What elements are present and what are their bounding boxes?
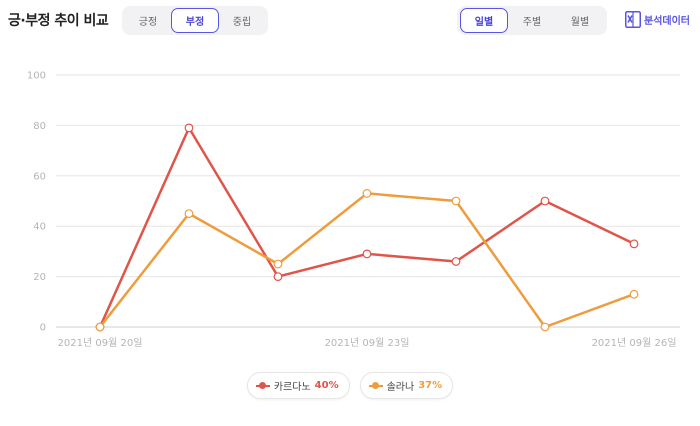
data-point bbox=[629, 239, 639, 249]
tab-daily[interactable]: 일별 bbox=[460, 8, 508, 33]
data-point bbox=[362, 189, 372, 198]
tab-positive[interactable]: 긍정 bbox=[138, 17, 158, 28]
legend-marker-icon bbox=[255, 382, 270, 390]
export-data-label: 분석데이터 bbox=[644, 16, 690, 27]
legend-label: 카르다노 bbox=[273, 382, 311, 393]
data-point bbox=[362, 249, 372, 259]
data-point bbox=[273, 259, 283, 269]
data-point bbox=[629, 289, 639, 299]
tab-monthly[interactable]: 월별 bbox=[570, 17, 590, 28]
x-tick-label: 2021년 09월 26일 bbox=[592, 337, 677, 349]
data-point bbox=[184, 209, 194, 219]
excel-icon bbox=[625, 11, 641, 28]
legend-item-solana[interactable]: 솔라나 37% bbox=[359, 372, 454, 399]
y-tick-label: 0 bbox=[40, 323, 46, 334]
legend-percent: 40% bbox=[314, 380, 339, 391]
chart-legend: 카르다노 40% 솔라나 37% bbox=[0, 372, 700, 399]
export-data-button[interactable]: 분석데이터 bbox=[625, 11, 690, 28]
y-tick-label: 100 bbox=[27, 71, 46, 82]
legend-item-cardano[interactable]: 카르다노 40% bbox=[246, 372, 350, 399]
series-line-2 bbox=[98, 192, 636, 329]
chart-title: 긍·부정 추이 비교 bbox=[8, 13, 109, 29]
x-tick-label: 2021년 09월 23일 bbox=[325, 337, 410, 349]
legend-percent: 37% bbox=[418, 380, 443, 391]
data-point bbox=[184, 123, 194, 133]
tab-weekly[interactable]: 주별 bbox=[522, 17, 542, 28]
x-tick-label: 2021년 09월 20일 bbox=[58, 337, 143, 349]
y-tick-label: 80 bbox=[33, 121, 46, 132]
y-tick-label: 20 bbox=[33, 272, 46, 283]
data-point bbox=[451, 257, 461, 266]
data-point bbox=[540, 322, 550, 332]
sentiment-tab-group: 긍정 부정 중립 bbox=[122, 6, 268, 35]
data-point bbox=[273, 272, 283, 282]
y-tick-label: 40 bbox=[33, 222, 46, 233]
period-tab-group: 일별 주별 월별 bbox=[457, 6, 607, 35]
line-chart: 0 20 40 60 80 100 2021년 09월 20일 2021년 09월 23일 20… bbox=[27, 71, 680, 349]
y-tick-label: 60 bbox=[33, 171, 46, 182]
data-point bbox=[451, 196, 461, 206]
legend-marker-icon bbox=[368, 382, 383, 390]
series-line-1 bbox=[98, 126, 636, 329]
data-point bbox=[95, 322, 105, 332]
data-point bbox=[540, 196, 550, 206]
legend-label: 솔라나 bbox=[386, 382, 415, 393]
tab-negative[interactable]: 부정 bbox=[171, 8, 219, 33]
tab-neutral[interactable]: 중립 bbox=[232, 17, 252, 28]
